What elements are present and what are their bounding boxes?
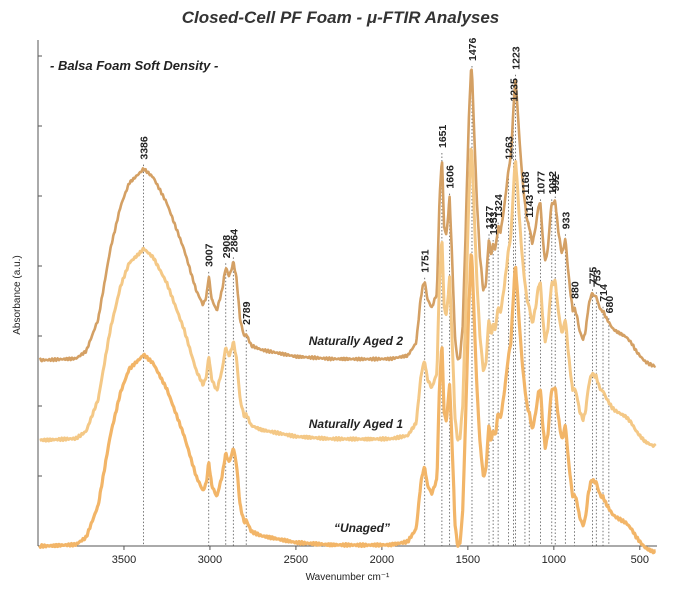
x-axis-label: Wavenumber cm⁻¹: [306, 572, 390, 583]
x-tick-label: 500: [631, 554, 649, 566]
x-tick-label: 2000: [370, 554, 394, 566]
chart-title: Closed-Cell PF Foam - μ-FTIR Analyses: [181, 8, 500, 27]
peak-label: 2789: [241, 301, 253, 325]
spectrum-line: [38, 253, 657, 555]
peak-label: 1012: [547, 171, 559, 195]
peak-label: 1476: [467, 37, 479, 61]
peak-label: 2908: [221, 235, 233, 259]
x-tick-label: 1500: [456, 554, 480, 566]
peak-label: 1651: [437, 124, 449, 148]
x-tick-label: 3500: [112, 554, 136, 566]
peak-label: 1168: [520, 171, 532, 194]
peak-label: 1263: [504, 136, 516, 160]
peak-label: 1606: [445, 165, 457, 189]
peak-label: 1353: [488, 211, 500, 235]
peak-label: 1751: [420, 249, 432, 273]
peak-label: 775: [588, 267, 600, 285]
series-label: “Unaged”: [334, 521, 390, 535]
peak-label: 1324: [493, 194, 505, 218]
peak-label: 1235: [508, 78, 520, 102]
chart-subtitle: - Balsa Foam Soft Density -: [50, 58, 219, 73]
peak-label: 880: [570, 281, 582, 299]
spectrum-line: [38, 147, 657, 448]
peak-label: 680: [604, 296, 616, 314]
peak-label: 3386: [139, 136, 151, 160]
peak-label: 753: [591, 270, 603, 288]
peak-label: 992: [550, 174, 562, 192]
series-label: Naturally Aged 1: [309, 417, 404, 431]
peak-label: 714: [598, 284, 610, 302]
peak-label: 3007: [204, 243, 216, 267]
x-tick-label: 2500: [284, 554, 308, 566]
y-axis-label: Absorbance (a.u.): [12, 255, 23, 335]
peak-label: 933: [560, 212, 572, 230]
peak-label: 1143: [524, 195, 536, 218]
x-tick-label: 1000: [542, 554, 566, 566]
peak-label: 1077: [536, 171, 548, 195]
peak-label: 2864: [228, 229, 240, 253]
peak-label: 1377: [484, 206, 496, 230]
peak-label: 1223: [511, 46, 523, 70]
x-tick-label: 3000: [198, 554, 222, 566]
series-label: Naturally Aged 2: [309, 334, 404, 348]
spectrum-line: [38, 68, 657, 368]
